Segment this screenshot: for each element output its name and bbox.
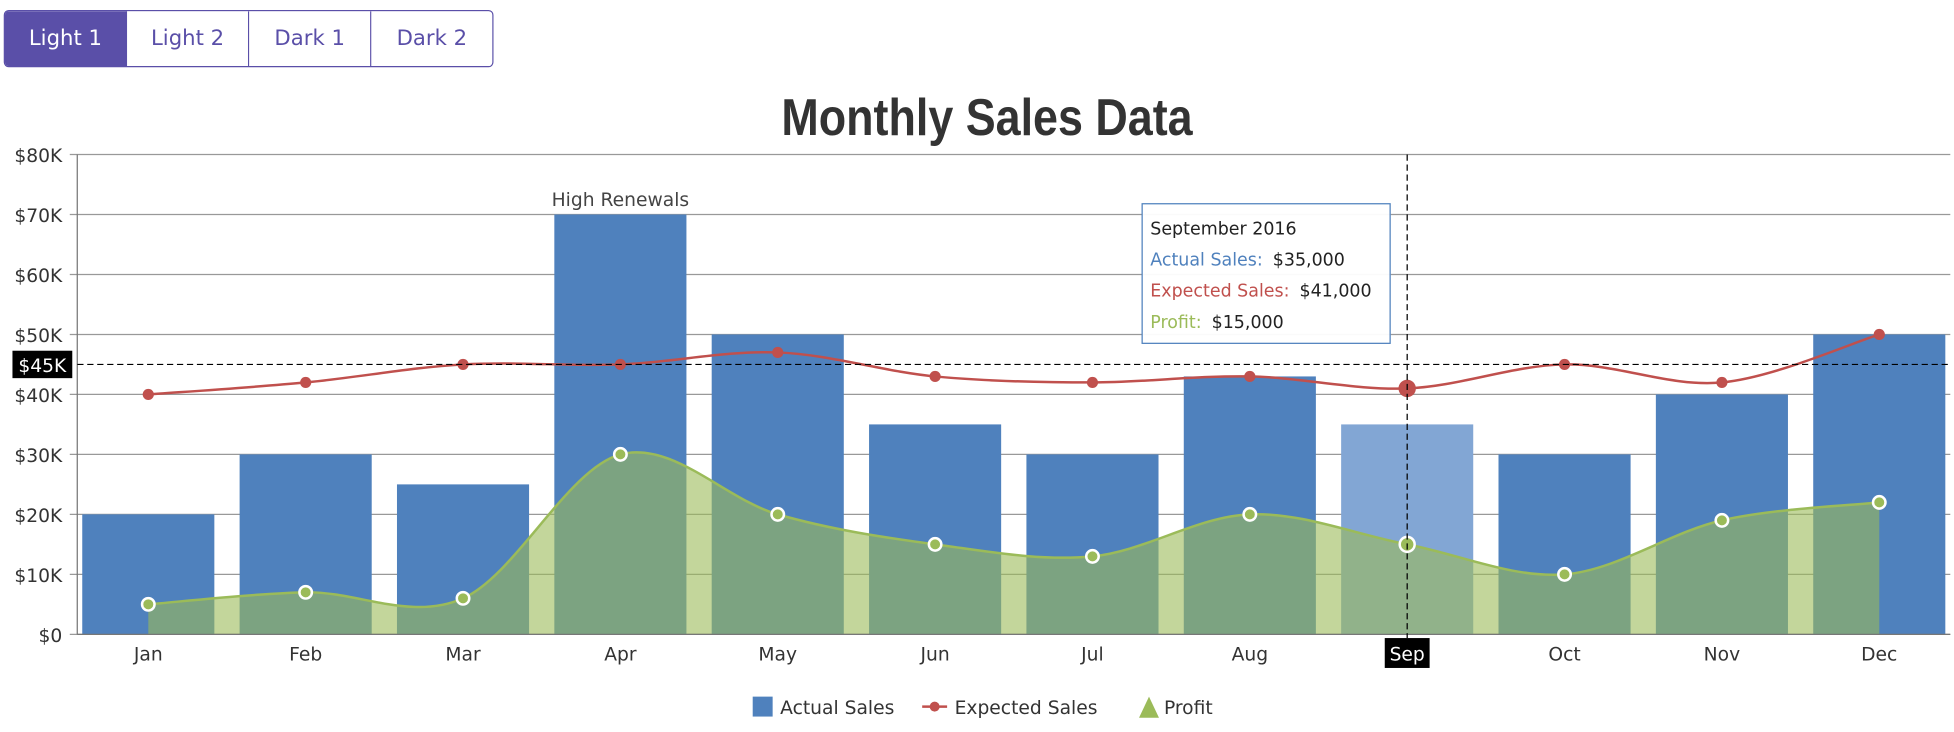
tooltip-title: September 2016 <box>1150 219 1297 240</box>
tooltip-value: $15,000 <box>1211 312 1284 333</box>
y-tick-label: $70K <box>14 206 63 227</box>
x-tick-label: Apr <box>604 644 637 665</box>
expected-sales-point <box>1716 376 1728 389</box>
expected-sales-point <box>929 370 941 383</box>
y-tick-label: $0 <box>39 626 63 647</box>
y-tick-label: $60K <box>14 266 63 287</box>
legend-marker-profit <box>1139 696 1159 718</box>
theme-light1-button[interactable]: Light 1 <box>4 11 128 67</box>
x-tick-label: Jun <box>920 644 950 665</box>
profit-point <box>1242 506 1258 522</box>
index-label: High Renewals <box>552 190 690 211</box>
legend-profit: Profit <box>1164 698 1213 719</box>
y-tick-label: $40K <box>14 386 63 407</box>
expected-sales-point <box>142 388 154 401</box>
profit-point <box>1871 494 1887 510</box>
crosshair-y-label-bg <box>12 350 73 379</box>
x-tick-label: Jul <box>1080 644 1104 665</box>
tooltip-label: Expected Sales: <box>1150 281 1290 302</box>
expected-sales-line <box>148 333 1880 396</box>
profit-point <box>1084 548 1100 564</box>
expected-sales-point <box>1873 328 1885 341</box>
legend-marker-actual-sales <box>752 696 773 717</box>
x-tick-label: Dec <box>1861 644 1897 665</box>
tooltip-row: Expected Sales: $41,000 <box>1150 277 1382 308</box>
expected-sales-point <box>1086 376 1099 389</box>
expected-sales-point <box>457 358 469 371</box>
x-tick-label: Oct <box>1548 644 1580 665</box>
profit-point <box>927 536 943 552</box>
y-tick-label: $10K <box>14 566 63 587</box>
profit-point <box>455 590 471 606</box>
profit-area <box>148 452 1880 635</box>
tooltip-value: $41,000 <box>1299 281 1372 302</box>
tooltip-row: Profit: $15,000 <box>1150 308 1382 339</box>
expected-sales-point <box>300 376 312 389</box>
tooltip-value: $35,000 <box>1272 250 1345 271</box>
y-tick-label: $50K <box>14 326 63 347</box>
profit-point <box>1714 512 1730 528</box>
legend-actual-sales: Actual Sales <box>780 698 894 719</box>
theme-switcher: Light 1 Light 2 Dark 1 Dark 2 <box>3 9 494 68</box>
theme-dark1-button[interactable]: Dark 1 <box>249 11 372 67</box>
crosshair-y-label: $45K <box>18 356 67 377</box>
expected-sales-point <box>772 346 784 359</box>
profit-point <box>140 596 156 612</box>
profit-point <box>1557 566 1573 582</box>
y-tick-label: $20K <box>14 506 63 527</box>
tooltip: September 2016 Actual Sales: $35,000 Expe… <box>1141 203 1391 344</box>
x-tick-label: May <box>758 644 797 665</box>
crosshair-x-label: Sep <box>1390 644 1425 665</box>
legend-expected-sales: Expected Sales <box>955 698 1098 719</box>
profit-line <box>148 451 1880 609</box>
tooltip-row: Actual Sales: $35,000 <box>1150 246 1382 277</box>
profit-point <box>612 446 628 462</box>
x-tick-label: Aug <box>1232 644 1269 665</box>
x-tick-label: Mar <box>445 644 481 665</box>
tooltip-label: Actual Sales: <box>1150 250 1263 271</box>
crosshair-x-label-bg <box>1384 638 1430 668</box>
y-tick-label: $30K <box>14 446 63 467</box>
x-tick-label: Nov <box>1704 644 1740 665</box>
theme-light2-button[interactable]: Light 2 <box>127 11 250 67</box>
x-tick-label: Jan <box>133 644 163 665</box>
theme-dark2-button[interactable]: Dark 2 <box>371 11 493 67</box>
y-tick-label: $80K <box>14 146 63 167</box>
profit-point <box>770 506 786 522</box>
x-tick-label: Feb <box>289 644 322 665</box>
profit-point <box>298 584 314 600</box>
chart-title: Monthly Sales Data <box>781 89 1193 147</box>
tooltip-label: Profit: <box>1150 312 1202 333</box>
expected-sales-point <box>1244 370 1256 383</box>
legend-marker-expected-sales-dot <box>929 701 940 712</box>
